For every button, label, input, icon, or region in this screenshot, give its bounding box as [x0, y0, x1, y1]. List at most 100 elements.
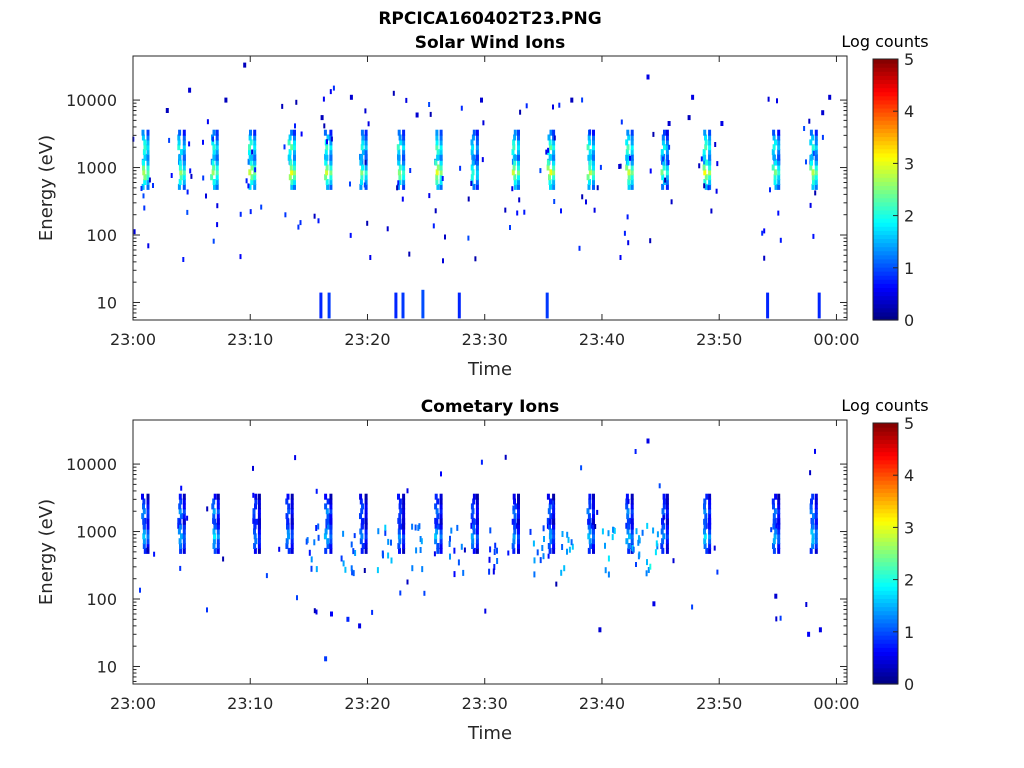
heatmap-cell [296, 595, 298, 601]
heatmap-cell [287, 154, 291, 161]
heatmap-cell [397, 533, 401, 540]
heatmap-cell [474, 256, 477, 262]
heatmap-cell [216, 538, 220, 545]
x-tick-label: 23:20 [344, 330, 390, 349]
heatmap-cell [360, 154, 364, 161]
heatmap-cell [814, 134, 818, 141]
heatmap-cell [772, 518, 776, 525]
colorbar-segment [873, 295, 898, 301]
heatmap-cell [182, 134, 186, 141]
heatmap-cell [475, 547, 479, 554]
colorbar-segment [873, 156, 898, 162]
heatmap-cell [439, 169, 443, 176]
heatmap-cell [153, 551, 156, 557]
heatmap-cell [552, 104, 554, 110]
heatmap-cell [630, 493, 634, 500]
heatmap-cell [435, 174, 439, 181]
heatmap-cell [439, 513, 443, 520]
heatmap-cell [596, 509, 599, 515]
heatmap-cell [182, 543, 186, 549]
heatmap-cell [665, 183, 669, 190]
heatmap-cell [511, 543, 515, 549]
heatmap-cell [402, 523, 406, 530]
heatmap-cell [165, 108, 169, 113]
colorbar-segment [873, 675, 898, 681]
heatmap-cell [402, 498, 406, 505]
heatmap-cell [542, 553, 545, 560]
heatmap-cell [488, 556, 491, 563]
heatmap-cell [626, 214, 629, 220]
colorbar-label: Log counts [841, 32, 928, 51]
heatmap-cell [247, 183, 250, 189]
heatmap-cell [245, 178, 248, 184]
heatmap-cell [470, 503, 474, 510]
heatmap-cell [434, 533, 438, 540]
colorbar-segment [873, 311, 898, 317]
heatmap-cell [552, 174, 556, 181]
colorbar-segment [873, 630, 898, 636]
heatmap-cell [665, 129, 669, 136]
heatmap-cell [253, 159, 257, 166]
heatmap-data [139, 438, 822, 662]
heatmap-cell [700, 156, 703, 162]
heatmap-cell [402, 139, 406, 146]
heatmap-cell [517, 538, 520, 545]
heatmap-cell [665, 508, 669, 515]
heatmap-cell [290, 179, 294, 185]
heatmap-cell [295, 99, 298, 105]
heatmap-cell [435, 169, 439, 176]
heatmap-cell [182, 533, 186, 540]
heatmap-cell [588, 159, 592, 166]
heatmap-cell [627, 498, 630, 504]
colorbar-segment [873, 598, 898, 604]
heatmap-cell [664, 177, 667, 183]
heatmap-cell [811, 538, 815, 545]
heatmap-cell [143, 174, 147, 181]
heatmap-cell [661, 508, 665, 515]
heatmap-cell [361, 134, 365, 141]
x-tick-label: 23:50 [696, 694, 742, 713]
heatmap-cell [771, 498, 775, 505]
colorbar-segment [873, 553, 898, 559]
heatmap-cell [475, 503, 479, 510]
heatmap-cell [182, 129, 186, 136]
heatmap-cell [284, 212, 287, 218]
heatmap-cell [398, 513, 402, 520]
heatmap-cell [182, 174, 186, 181]
heatmap-cell [708, 498, 712, 505]
heatmap-cell [773, 179, 777, 185]
heatmap-cell [450, 527, 453, 534]
heatmap-cell [248, 169, 252, 176]
heatmap-cell [308, 549, 311, 556]
heatmap-cell [814, 129, 818, 136]
heatmap-cell [402, 183, 406, 190]
heatmap-cell [402, 493, 406, 500]
heatmap-cell [662, 533, 666, 540]
colorbar-segment [873, 287, 898, 293]
colorbar-segment [873, 67, 898, 72]
heatmap-cell [773, 508, 777, 515]
heatmap-cell [297, 224, 300, 230]
heatmap-cell [708, 129, 712, 136]
heatmap-cell [646, 438, 650, 444]
heatmap-cell [434, 159, 438, 166]
heatmap-cell [364, 503, 368, 510]
heatmap-cell [549, 528, 553, 535]
heatmap-cell [513, 498, 516, 505]
panel-title: Solar Wind Ions [415, 33, 566, 53]
heatmap-cell [777, 533, 781, 540]
heatmap-cell [142, 528, 146, 535]
heatmap-cell [143, 154, 147, 161]
colorbar-segment [873, 467, 898, 473]
heatmap-cell [656, 531, 659, 538]
heatmap-cell [777, 174, 781, 181]
heatmap-cell [329, 547, 333, 554]
heatmap-cell [646, 522, 649, 529]
heatmap-cell [397, 129, 401, 136]
heatmap-cell [439, 503, 443, 510]
heatmap-cell [587, 513, 591, 520]
heatmap-cell [592, 169, 595, 176]
colorbar-segment [873, 205, 898, 211]
heatmap-cell [402, 547, 406, 554]
heatmap-cell [286, 518, 290, 525]
